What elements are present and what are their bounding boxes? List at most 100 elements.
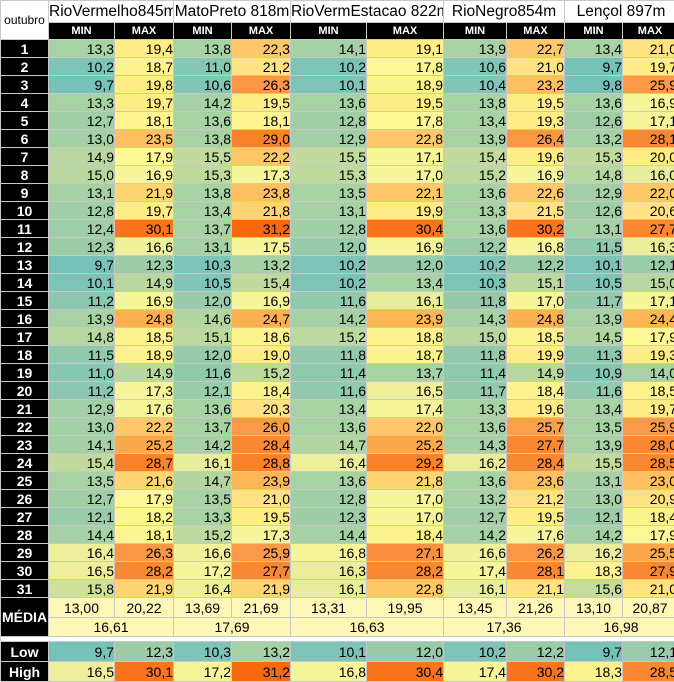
temperature-cell[interactable]: 12,9: [564, 183, 624, 202]
day-label[interactable]: 16: [0, 309, 49, 328]
temperature-cell[interactable]: 12,8: [290, 489, 368, 508]
temperature-cell[interactable]: 18,5: [506, 327, 566, 346]
temperature-cell[interactable]: 22,8: [366, 579, 445, 598]
temperature-cell[interactable]: 22,0: [622, 183, 674, 202]
temperature-cell[interactable]: 13,5: [48, 471, 115, 490]
temperature-cell[interactable]: 13,6: [173, 399, 233, 418]
temperature-cell[interactable]: 13,1: [48, 183, 115, 202]
day-label[interactable]: 6: [0, 129, 49, 148]
temperature-cell[interactable]: 13,9: [443, 129, 508, 148]
temperature-cell[interactable]: 18,9: [366, 75, 445, 94]
temperature-cell[interactable]: 13,9: [564, 435, 624, 454]
temperature-cell[interactable]: 19,5: [231, 93, 292, 112]
temperature-cell[interactable]: 15,3: [564, 147, 624, 166]
temperature-cell[interactable]: 26,3: [113, 543, 175, 562]
temperature-cell[interactable]: 13,8: [443, 93, 508, 112]
temperature-cell[interactable]: 12,2: [506, 255, 566, 274]
temperature-cell[interactable]: 19,0: [231, 345, 292, 364]
temperature-cell[interactable]: 14,3: [443, 309, 508, 328]
temperature-cell[interactable]: 9,8: [564, 75, 624, 94]
temperature-cell[interactable]: 30,2: [506, 219, 566, 238]
temperature-cell[interactable]: 12,9: [48, 399, 115, 418]
temperature-cell[interactable]: 11,0: [48, 363, 115, 382]
temperature-cell[interactable]: 13,6: [290, 471, 368, 490]
temperature-cell[interactable]: 16,9: [113, 291, 175, 310]
day-label[interactable]: 1: [0, 39, 49, 58]
temperature-cell[interactable]: 14,5: [564, 327, 624, 346]
mean-cell[interactable]: 20,87: [622, 597, 674, 618]
temperature-cell[interactable]: 17,3: [231, 525, 292, 544]
station-average-cell[interactable]: 17,69: [173, 617, 292, 637]
temperature-cell[interactable]: 27,7: [231, 561, 292, 580]
temperature-cell[interactable]: 16,1: [290, 579, 368, 598]
temperature-cell[interactable]: 14,2: [173, 435, 233, 454]
temperature-cell[interactable]: 20,6: [622, 201, 674, 220]
temperature-cell[interactable]: 18,2: [113, 507, 175, 526]
temperature-cell[interactable]: 29,2: [366, 453, 445, 472]
high-cell[interactable]: 30,2: [506, 661, 566, 682]
temperature-cell[interactable]: 13,4: [564, 39, 624, 58]
temperature-cell[interactable]: 26,4: [506, 129, 566, 148]
day-label[interactable]: 27: [0, 507, 49, 526]
temperature-cell[interactable]: 19,5: [366, 93, 445, 112]
temperature-cell[interactable]: 17,4: [443, 561, 508, 580]
mean-cell[interactable]: 21,69: [231, 597, 292, 618]
corner-label[interactable]: outubro: [0, 0, 49, 40]
temperature-cell[interactable]: 28,2: [113, 561, 175, 580]
temperature-cell[interactable]: 11,6: [290, 381, 368, 400]
temperature-cell[interactable]: 11,8: [443, 345, 508, 364]
temperature-cell[interactable]: 18,1: [113, 525, 175, 544]
temperature-cell[interactable]: 23,6: [506, 471, 566, 490]
temperature-cell[interactable]: 23,0: [622, 471, 674, 490]
temperature-cell[interactable]: 11,4: [290, 363, 368, 382]
temperature-cell[interactable]: 22,7: [506, 39, 566, 58]
temperature-cell[interactable]: 17,4: [366, 399, 445, 418]
temperature-cell[interactable]: 21,0: [622, 39, 674, 58]
temperature-cell[interactable]: 15,0: [48, 165, 115, 184]
max-header-1[interactable]: MAX: [231, 22, 292, 40]
day-label[interactable]: 3: [0, 75, 49, 94]
temperature-cell[interactable]: 13,8: [173, 183, 233, 202]
temperature-cell[interactable]: 17,9: [622, 525, 674, 544]
station-average-cell[interactable]: 17,36: [443, 617, 566, 637]
temperature-cell[interactable]: 10,6: [173, 75, 233, 94]
mean-cell[interactable]: 13,10: [564, 597, 624, 618]
mean-cell[interactable]: 13,69: [173, 597, 233, 618]
temperature-cell[interactable]: 28,5: [622, 453, 674, 472]
day-label[interactable]: 8: [0, 165, 49, 184]
temperature-cell[interactable]: 18,1: [113, 111, 175, 130]
day-label[interactable]: 22: [0, 417, 49, 436]
temperature-cell[interactable]: 21,2: [231, 57, 292, 76]
temperature-cell[interactable]: 16,9: [366, 237, 445, 256]
temperature-cell[interactable]: 16,1: [173, 453, 233, 472]
temperature-cell[interactable]: 24,7: [231, 309, 292, 328]
temperature-cell[interactable]: 16,8: [506, 237, 566, 256]
temperature-cell[interactable]: 24,4: [622, 309, 674, 328]
temperature-cell[interactable]: 12,7: [48, 111, 115, 130]
day-label[interactable]: 20: [0, 381, 49, 400]
low-cell[interactable]: 12,0: [366, 641, 445, 662]
temperature-cell[interactable]: 14,2: [564, 525, 624, 544]
temperature-cell[interactable]: 14,9: [506, 363, 566, 382]
temperature-cell[interactable]: 15,2: [231, 363, 292, 382]
temperature-cell[interactable]: 11,2: [48, 291, 115, 310]
temperature-cell[interactable]: 14,2: [290, 309, 368, 328]
temperature-cell[interactable]: 18,5: [113, 327, 175, 346]
temperature-cell[interactable]: 18,8: [366, 327, 445, 346]
temperature-cell[interactable]: 15,8: [48, 579, 115, 598]
temperature-cell[interactable]: 16,8: [290, 543, 368, 562]
temperature-cell[interactable]: 14,4: [48, 525, 115, 544]
min-header-2[interactable]: MIN: [290, 22, 368, 40]
temperature-cell[interactable]: 22,6: [506, 183, 566, 202]
temperature-cell[interactable]: 19,8: [113, 75, 175, 94]
temperature-cell[interactable]: 17,1: [366, 147, 445, 166]
temperature-cell[interactable]: 23,9: [366, 309, 445, 328]
temperature-cell[interactable]: 18,3: [564, 561, 624, 580]
temperature-cell[interactable]: 21,8: [231, 201, 292, 220]
temperature-cell[interactable]: 13,6: [564, 93, 624, 112]
temperature-cell[interactable]: 17,1: [622, 111, 674, 130]
temperature-cell[interactable]: 13,6: [443, 417, 508, 436]
temperature-cell[interactable]: 13,9: [564, 309, 624, 328]
temperature-cell[interactable]: 13,3: [48, 39, 115, 58]
temperature-cell[interactable]: 14,1: [290, 39, 368, 58]
